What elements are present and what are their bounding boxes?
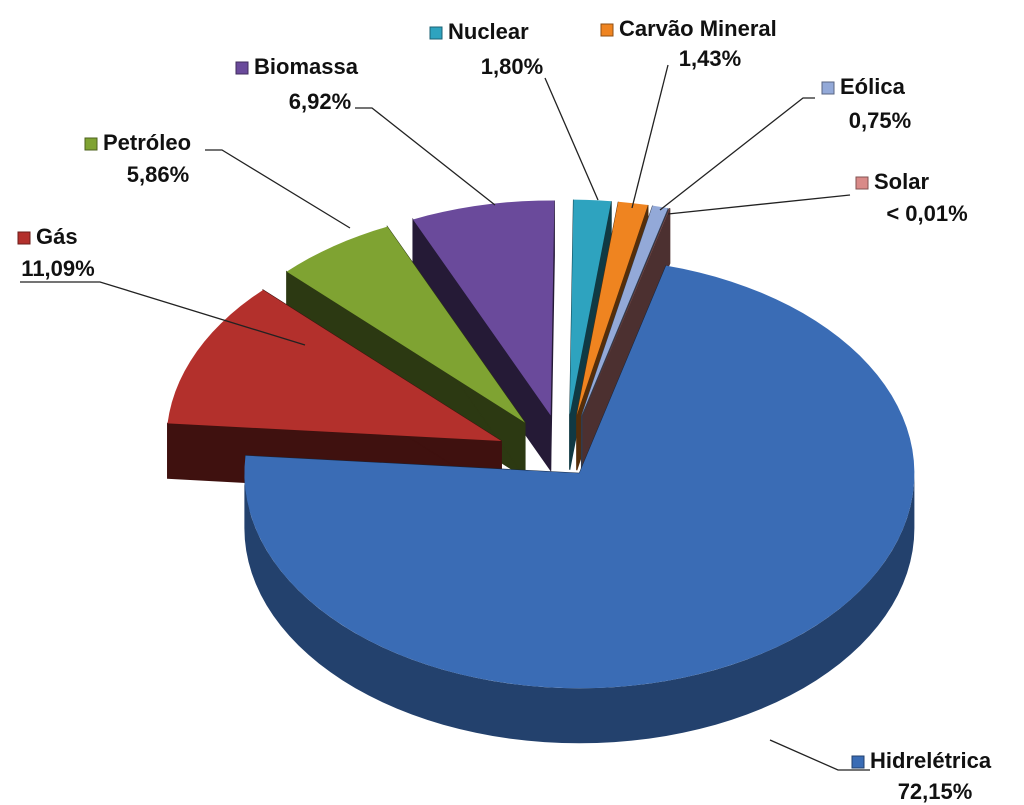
slice-top <box>569 199 612 415</box>
category-label: Solar <box>874 169 929 194</box>
slice-wall <box>244 473 915 744</box>
leader-lines <box>20 64 870 771</box>
value-label: 0,75% <box>849 108 911 133</box>
leader-line <box>355 107 496 206</box>
category-label: Eólica <box>840 74 906 99</box>
slice-top <box>576 201 648 416</box>
value-label: 5,86% <box>127 162 189 187</box>
leader-line <box>667 194 851 215</box>
legend-marker <box>821 81 835 95</box>
slice-top <box>167 289 502 442</box>
slice <box>412 200 555 473</box>
legend-marker <box>855 176 869 190</box>
value-label: 1,43% <box>679 46 741 71</box>
leader-line <box>769 739 870 771</box>
slice <box>244 265 915 744</box>
slice-top <box>244 265 915 689</box>
pie <box>167 199 915 744</box>
value-label: 11,09% <box>21 256 94 281</box>
legend-marker <box>600 23 614 37</box>
category-label: Nuclear <box>448 19 529 44</box>
slice-top <box>583 208 670 417</box>
slice-top <box>286 226 526 423</box>
leader-line <box>631 64 669 209</box>
legend-marker <box>235 61 249 75</box>
value-label: 6,92% <box>289 89 351 114</box>
legend-marker <box>429 26 443 40</box>
slice-top <box>412 200 555 416</box>
leader-line <box>20 281 306 346</box>
labels: Hidrelétrica 72,15% Gás 11,09% Petróleo 5,86%… <box>17 16 992 804</box>
leader-line <box>544 77 599 201</box>
legend-marker <box>17 231 31 245</box>
category-label: Carvão Mineral <box>619 16 777 41</box>
legend-marker <box>851 755 865 769</box>
value-label: < 0,01% <box>886 201 967 226</box>
category-label: Petróleo <box>103 130 191 155</box>
leader-line <box>659 97 815 211</box>
value-label: 1,80% <box>481 54 543 79</box>
legend-marker <box>84 137 98 151</box>
slice-top <box>581 205 668 416</box>
category-label: Gás <box>36 224 78 249</box>
value-label: 72,15% <box>898 779 973 804</box>
slice <box>582 208 671 472</box>
category-label: Hidrelétrica <box>870 748 992 773</box>
category-label: Biomassa <box>254 54 359 79</box>
leader-line <box>205 149 351 229</box>
